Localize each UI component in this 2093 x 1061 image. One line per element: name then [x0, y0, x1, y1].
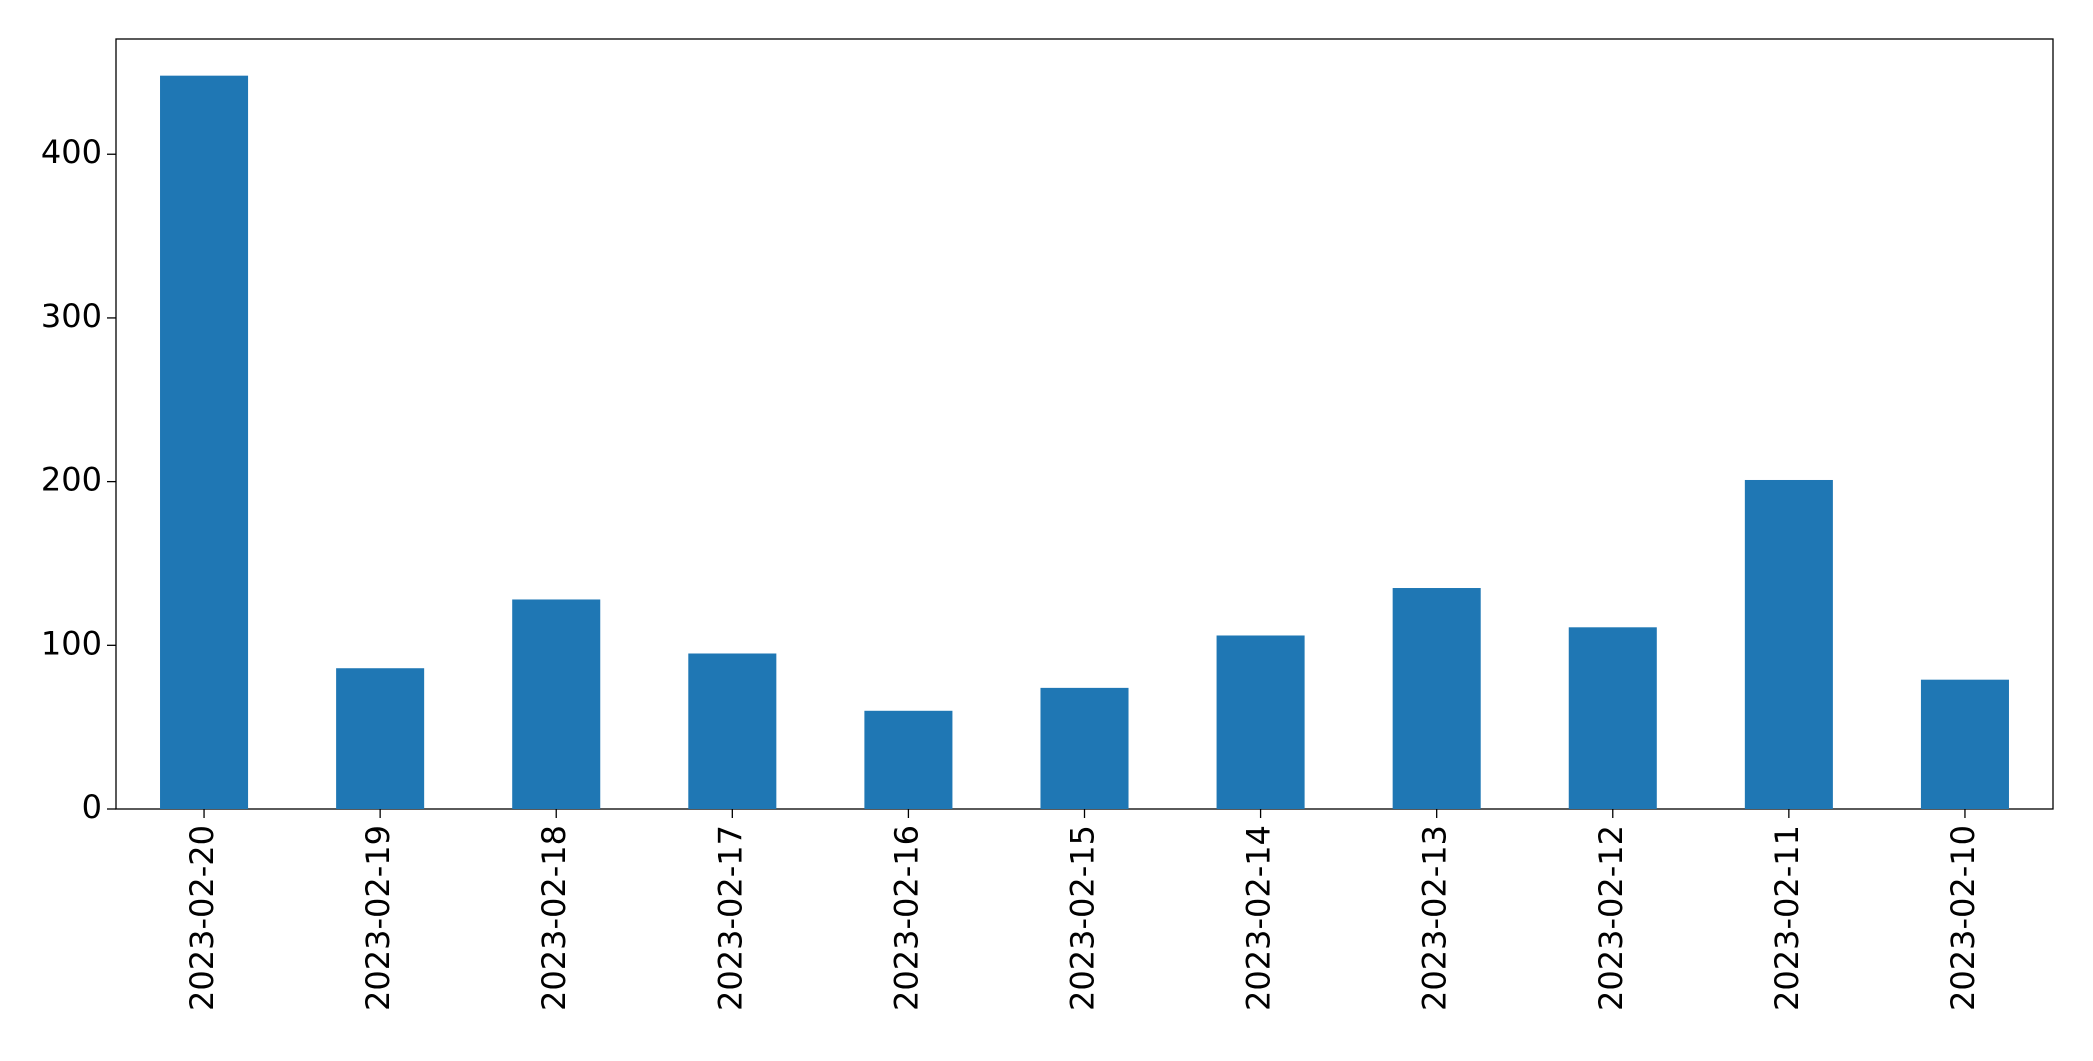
- bar: [1920, 679, 2009, 809]
- y-tick-label: 200: [41, 461, 102, 499]
- x-tick-label: 2023-02-18: [535, 825, 573, 1011]
- x-tick-label: 2023-02-11: [1768, 825, 1806, 1011]
- bar: [1392, 588, 1481, 809]
- y-tick-label: 300: [41, 297, 102, 335]
- y-tick-label: 400: [41, 133, 102, 171]
- x-tick-label: 2023-02-19: [359, 825, 397, 1011]
- bar: [512, 599, 601, 809]
- bar: [1216, 635, 1305, 809]
- y-tick-label: 100: [41, 624, 102, 662]
- x-tick-label: 2023-02-14: [1240, 825, 1278, 1011]
- bar: [864, 710, 953, 809]
- x-tick-label: 2023-02-16: [887, 825, 925, 1011]
- bar: [688, 653, 777, 809]
- y-tick-label: 0: [82, 788, 102, 826]
- x-tick-label: 2023-02-17: [711, 825, 749, 1011]
- x-tick-label: 2023-02-13: [1416, 825, 1454, 1011]
- x-tick-label: 2023-02-20: [183, 825, 221, 1011]
- x-tick-label: 2023-02-10: [1944, 825, 1982, 1011]
- bar: [336, 668, 425, 809]
- bar: [160, 75, 249, 809]
- x-tick-label: 2023-02-12: [1592, 825, 1630, 1011]
- bar: [1744, 479, 1833, 809]
- bar: [1040, 687, 1129, 809]
- bar: [1568, 627, 1657, 809]
- x-tick-label: 2023-02-15: [1064, 825, 1102, 1011]
